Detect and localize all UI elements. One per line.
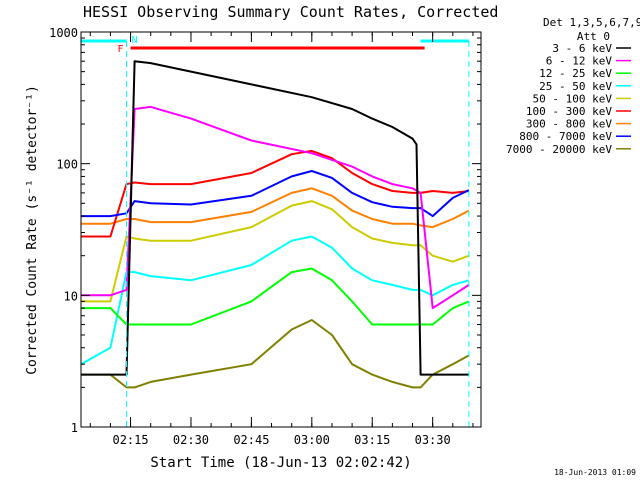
legend-header-line-1: Det 1,3,5,6,7,9,	[543, 16, 640, 29]
series-line	[81, 200, 470, 303]
series-line	[81, 187, 470, 229]
night-flag-label: N	[132, 35, 138, 46]
series-line	[81, 319, 470, 389]
legend-entry-label: 25 - 50 keV	[539, 80, 612, 93]
y-axis: 1 10 100 1000	[49, 26, 481, 435]
legend-entry-label: 300 - 800 keV	[526, 118, 612, 131]
flare-flag-label: F	[118, 44, 124, 55]
legend-entry-label: 3 - 6 keV	[552, 42, 612, 55]
legend-entry-label: 800 - 7000 keV	[519, 130, 612, 143]
x-tick-label: 03:30	[415, 433, 451, 447]
x-axis-label: Start Time (18-Jun-13 02:02:42)	[150, 455, 411, 471]
x-tick-label: 03:00	[294, 433, 330, 447]
y-tick-label: 10	[64, 289, 78, 303]
flag-layer: FN	[81, 35, 470, 427]
series-line	[81, 60, 469, 376]
legend-entry-label: 100 - 300 keV	[526, 105, 612, 118]
x-tick-label: 03:15	[354, 433, 390, 447]
x-tick-label: 02:30	[173, 433, 209, 447]
legend-header-line-2: Att 0	[577, 30, 610, 43]
chart-title: HESSI Observing Summary Count Rates, Cor…	[83, 3, 498, 21]
x-axis: 02:15 02:30 02:45 03:00 03:15 03:30	[89, 32, 474, 447]
legend-entry-label: 12 - 25 keV	[539, 67, 612, 80]
y-axis-label: Corrected Count Rate (s⁻¹ detector⁻¹)	[25, 85, 40, 375]
series-line	[81, 267, 470, 326]
x-tick-label: 02:45	[233, 433, 269, 447]
x-tick-label: 02:15	[112, 433, 148, 447]
series-layer	[80, 60, 470, 389]
y-tick-label: 1	[71, 421, 78, 435]
series-line	[80, 235, 470, 366]
y-tick-label: 100	[56, 158, 78, 172]
y-tick-label: 1000	[49, 26, 78, 40]
plot-frame	[80, 31, 482, 428]
series-line	[81, 149, 470, 238]
legend-entry-label: 6 - 12 keV	[546, 55, 613, 68]
footer-date: 18-Jun-2013 01:09	[554, 468, 636, 477]
legend-entry-label: 50 - 100 keV	[533, 92, 613, 105]
legend-entry-label: 7000 - 20000 keV	[506, 143, 612, 156]
